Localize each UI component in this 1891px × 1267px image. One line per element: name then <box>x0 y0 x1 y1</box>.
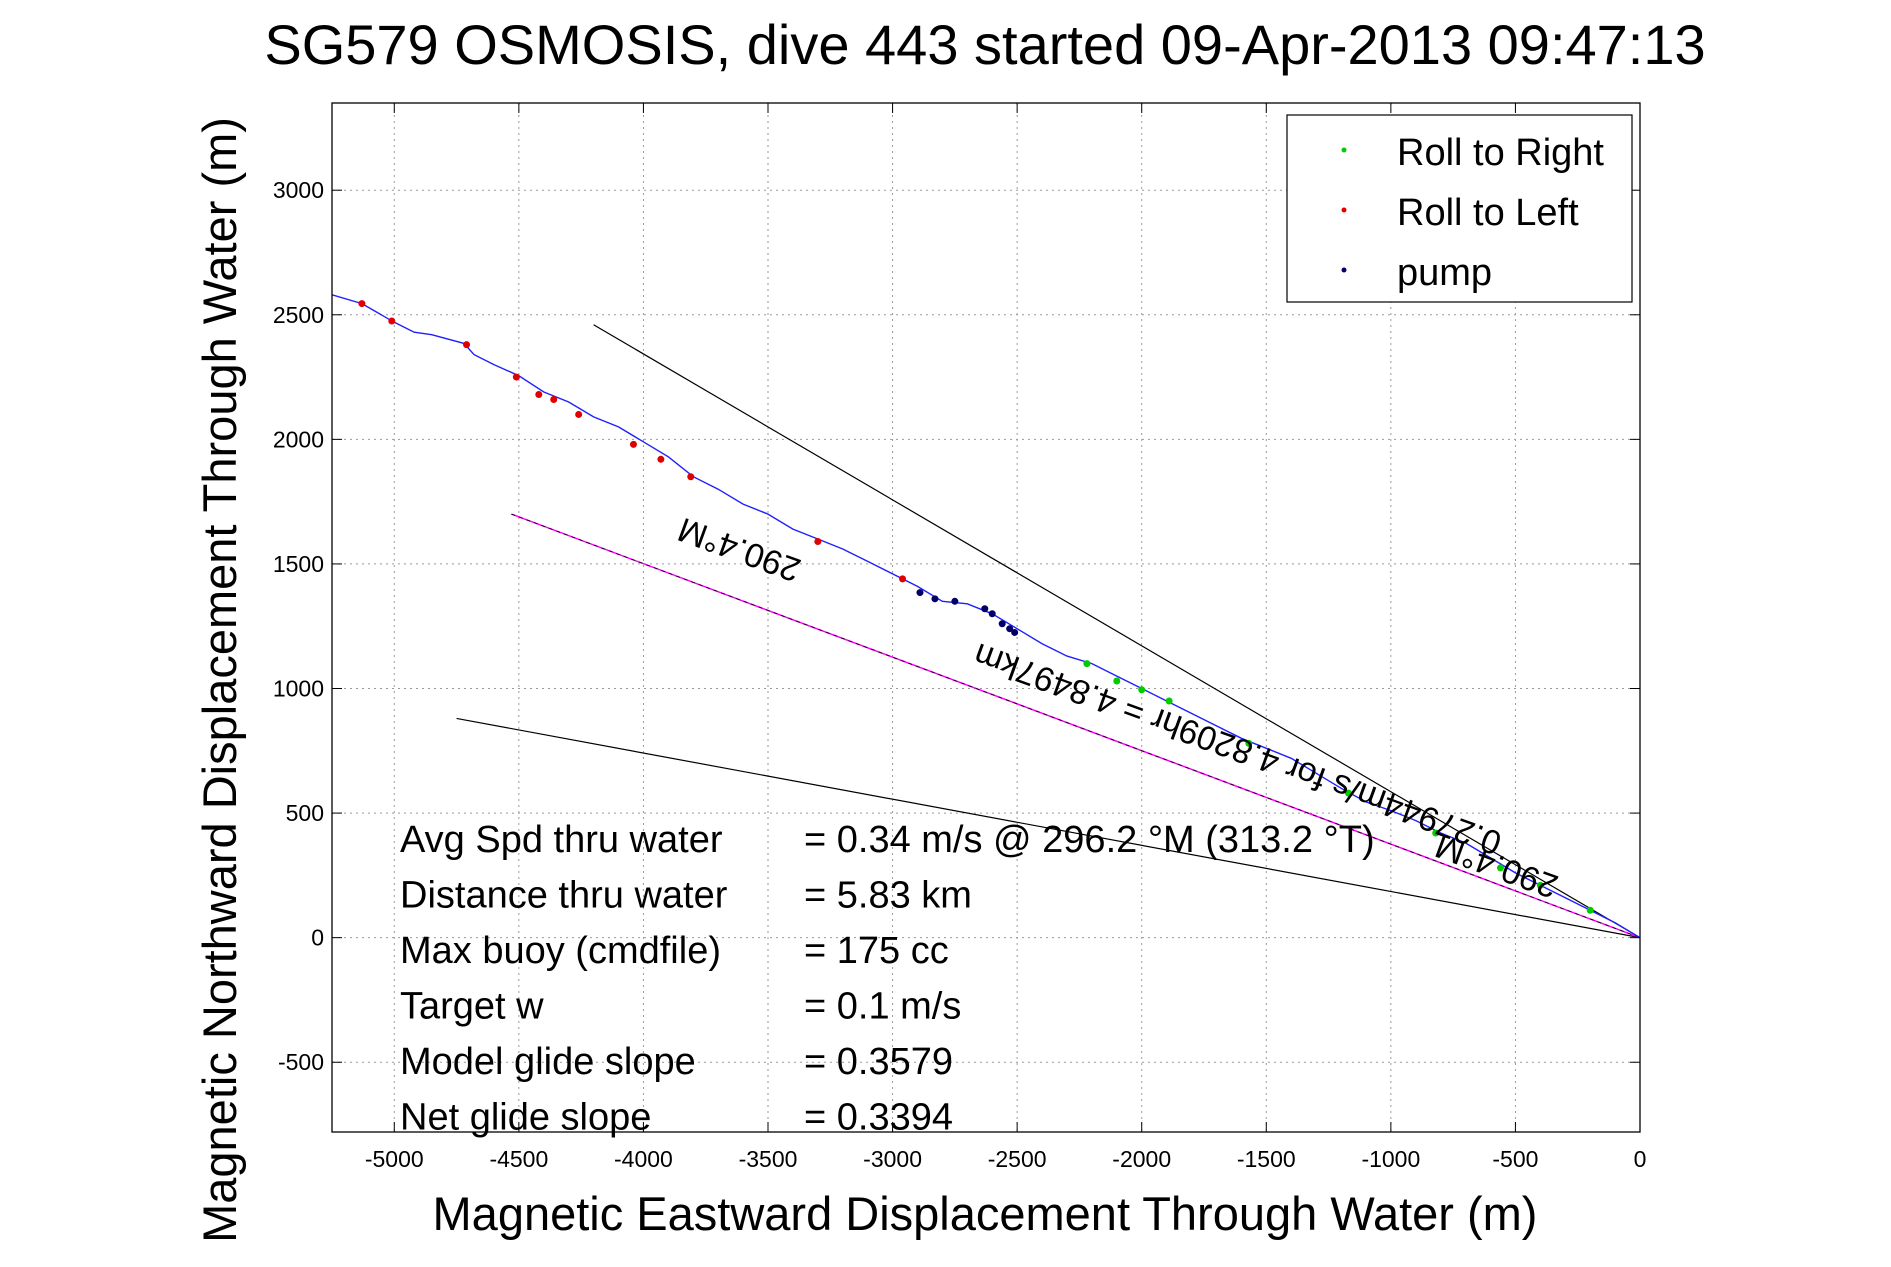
stat-value: = 0.3579 <box>804 1041 953 1083</box>
roll-right-point <box>1586 906 1594 914</box>
axis-layer: -5000 -4500 -4000 -3500 -3000 -2500 -2000 -1500… <box>273 102 1647 1172</box>
roll-right-point <box>1345 789 1353 797</box>
roll-right-point <box>1536 881 1544 889</box>
roll-left-point <box>687 473 695 481</box>
x-tick-label: -3000 <box>863 1146 922 1172</box>
legend-marker <box>1341 207 1347 213</box>
y-tick-label: 500 <box>286 800 324 826</box>
points-layer <box>358 300 1594 914</box>
roll-left-point <box>629 440 637 448</box>
roll-left-point <box>575 410 583 418</box>
roll-left-point <box>388 317 396 325</box>
y-axis-label: Magnetic Northward Displacement Through … <box>193 117 246 1243</box>
roll-right-point <box>1138 686 1146 694</box>
x-tick-label: -4500 <box>489 1146 548 1172</box>
roll-left-point <box>358 300 366 308</box>
grid-layer <box>332 103 1641 1132</box>
y-tick-label: 3000 <box>273 177 324 203</box>
stat-label: Distance thru water <box>400 875 728 917</box>
pump-point <box>916 589 924 597</box>
roll-right-point <box>1432 829 1440 837</box>
y-tick-label: 0 <box>311 925 324 951</box>
pump-point <box>951 597 959 605</box>
legend-marker <box>1341 147 1347 153</box>
x-tick-label: -500 <box>1492 1146 1538 1172</box>
stats-layer: Avg Spd thru water = 0.34 m/s @ 296.2 °M … <box>400 819 1375 1139</box>
x-tick-label: -2500 <box>988 1146 1047 1172</box>
stat-value: = 0.34 m/s @ 296.2 °M (313.2 °T) <box>804 819 1375 861</box>
x-tick-label: -2000 <box>1112 1146 1171 1172</box>
legend-entry-label: Roll to Right <box>1397 132 1604 174</box>
x-tick-label: 0 <box>1634 1146 1647 1172</box>
stat-value: = 5.83 km <box>804 875 972 917</box>
y-tick-label: 2500 <box>273 302 324 328</box>
x-tick-label: -5000 <box>365 1146 424 1172</box>
pump-point <box>998 620 1006 628</box>
legend-entry-label: Roll to Left <box>1397 192 1579 234</box>
stat-label: Target w <box>400 986 544 1028</box>
reference-lines-layer <box>456 324 1640 939</box>
x-tick-label: -4000 <box>614 1146 673 1172</box>
legend-entry-label: pump <box>1397 252 1492 294</box>
roll-left-point <box>535 391 543 399</box>
roll-left-point <box>463 341 471 349</box>
roll-right-point <box>1165 697 1173 705</box>
stat-value: = 0.1 m/s <box>804 986 961 1028</box>
y-tick-label: 1500 <box>273 551 324 577</box>
pump-point <box>981 605 989 613</box>
reference-line <box>456 717 1640 939</box>
roll-right-point <box>1245 739 1253 747</box>
chart-title: SG579 OSMOSIS, dive 443 started 09-Apr-2… <box>264 13 1705 76</box>
stat-label: Max buoy (cmdfile) <box>400 930 721 972</box>
x-tick-label: -1500 <box>1237 1146 1296 1172</box>
y-tick-label: 2000 <box>273 426 324 452</box>
x-tick-label: -1000 <box>1361 1146 1420 1172</box>
x-tick-label: -3500 <box>739 1146 798 1172</box>
legend-marker <box>1341 267 1347 273</box>
x-axis-label: Magnetic Eastward Displacement Through W… <box>433 1187 1538 1240</box>
stat-label: Model glide slope <box>400 1041 696 1083</box>
pump-point <box>1006 625 1014 633</box>
pump-point <box>931 595 939 603</box>
y-tick-label: -500 <box>278 1049 324 1075</box>
roll-right-point <box>1083 660 1091 668</box>
stat-value: = 175 cc <box>804 930 949 972</box>
stat-label: Avg Spd thru water <box>400 819 723 861</box>
plot-frame <box>331 102 1641 1133</box>
y-tick-label: 1000 <box>273 676 324 702</box>
roll-left-point <box>814 538 822 546</box>
average-course-line-overlay <box>511 513 1640 939</box>
roll-left-point <box>899 575 907 583</box>
pump-point <box>988 610 996 618</box>
glider-track-line <box>332 294 1640 939</box>
roll-right-point <box>1113 677 1121 685</box>
roll-left-point <box>512 373 520 381</box>
roll-left-point <box>550 395 558 403</box>
pump-point <box>1011 628 1019 636</box>
track-layer <box>332 294 1640 939</box>
roll-right-point <box>1496 864 1504 872</box>
roll-left-point <box>657 455 665 463</box>
reference-line <box>593 324 1640 939</box>
legend-layer: Roll to Right Roll to Left pump <box>1286 114 1633 303</box>
